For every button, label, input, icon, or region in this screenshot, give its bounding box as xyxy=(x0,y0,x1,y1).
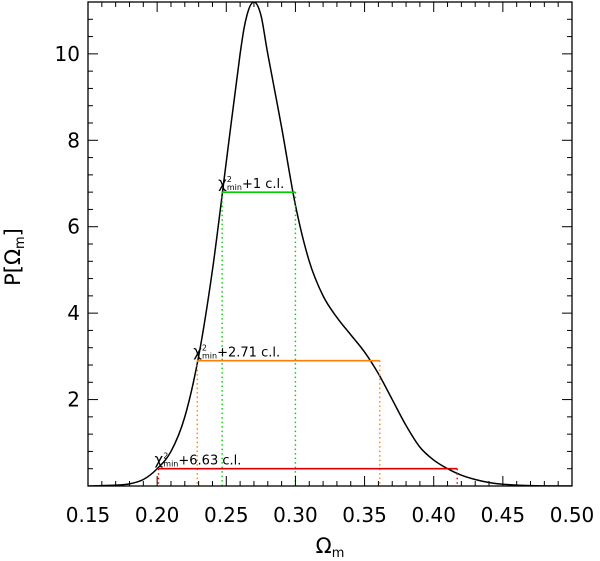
ci-label-1: χ2 min+2.71 c.l. xyxy=(193,343,280,361)
plot-area xyxy=(88,2,572,486)
ci-label-0: χ2 min+1 c.l. xyxy=(218,174,284,192)
y-tick-label: 6 xyxy=(67,215,80,239)
x-tick-label: 0.30 xyxy=(273,503,318,527)
x-tick-label: 0.25 xyxy=(204,503,249,527)
x-tick-label: 0.35 xyxy=(342,503,387,527)
ci-0: χ2 min+1 c.l. xyxy=(218,174,297,486)
y-tick-label: 2 xyxy=(67,388,80,412)
y-tick-label: 4 xyxy=(67,301,80,325)
x-tick-label: 0.40 xyxy=(411,503,456,527)
y-tick-label: 8 xyxy=(67,128,80,152)
x-tick-label: 0.45 xyxy=(481,503,526,527)
ci-2: χ2 min+6.63 c.l. xyxy=(155,451,458,486)
x-tick-label: 0.20 xyxy=(135,503,180,527)
plot-frame xyxy=(87,1,573,487)
ci-1: χ2 min+2.71 c.l. xyxy=(193,343,381,486)
x-tick-label: 0.50 xyxy=(550,503,595,527)
y-axis-label: P[Ωm​] xyxy=(1,228,28,286)
confidence-intervals: χ2 min+1 c.l. χ2 min+2.71 c.l. χ2 min+6.63 c.… xyxy=(155,174,458,486)
axes: 0.15 0.20 0.25 0.30 0.35 0.40 0.45 0.50 2 4 6 8 10 xyxy=(55,1,595,527)
x-tick-label: 0.15 xyxy=(66,503,111,527)
series-line-0 xyxy=(88,2,572,486)
x-axis-label: Ωm​ xyxy=(316,534,345,561)
y-tick-label: 10 xyxy=(55,42,80,66)
ci-label-2: χ2 min+6.63 c.l. xyxy=(155,451,242,469)
